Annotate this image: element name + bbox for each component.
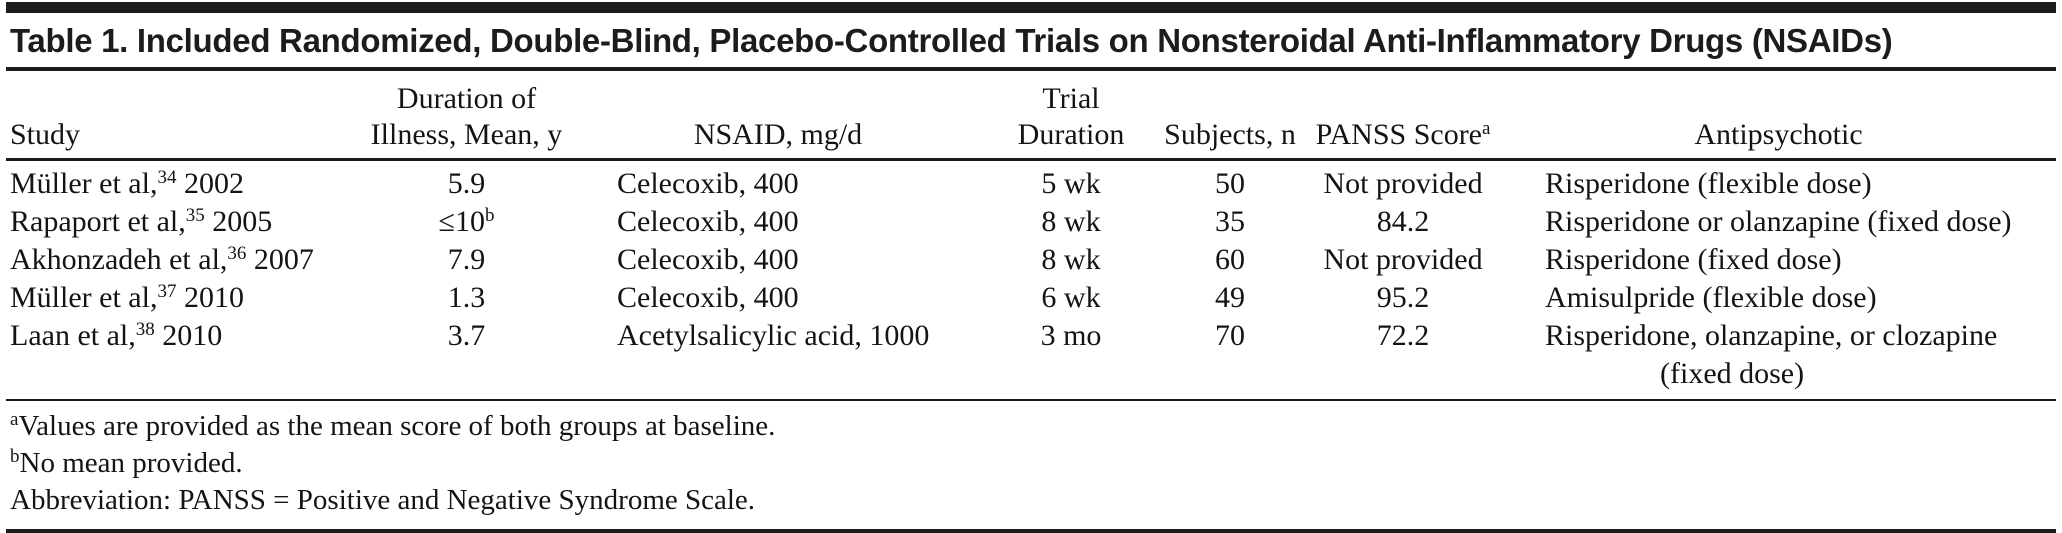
footnote-marker-b: b <box>10 445 20 467</box>
cell-subjects: 70 <box>1215 319 1245 352</box>
cell-duration: 3.7 <box>447 319 486 352</box>
cell-trial-duration: 6 wk <box>1041 281 1101 314</box>
col-header-study: Study <box>10 118 81 151</box>
cell-duration: 7.9 <box>447 243 486 276</box>
cell-duration: 5.9 <box>447 167 486 200</box>
footnote-abbreviation: Abbreviation: PANSS = Positive and Negat… <box>10 484 756 516</box>
cell-study: Rapaport et al,35 2005 <box>10 204 273 238</box>
cell-nsaid: Celecoxib, 400 <box>617 205 799 238</box>
top-rule-bar <box>6 2 2056 13</box>
cell-study: Müller et al,34 2002 <box>10 166 244 200</box>
cell-subjects: 49 <box>1215 281 1245 314</box>
footnote-marker-b: b <box>484 204 495 226</box>
reference-superscript: 37 <box>157 280 177 302</box>
reference-superscript: 34 <box>157 166 177 188</box>
cell-subjects: 35 <box>1215 205 1245 238</box>
reference-superscript: 35 <box>185 204 205 226</box>
col-header-panss-score: PANSS Scorea <box>1315 117 1491 151</box>
cell-panss: 72.2 <box>1376 319 1430 352</box>
cell-duration: 1.3 <box>447 281 486 314</box>
reference-superscript: 36 <box>227 242 247 264</box>
cell-study: Akhonzadeh et al,36 2007 <box>10 242 314 276</box>
cell-panss: Not provided <box>1323 167 1483 200</box>
footnotes-block: aValues are provided as the mean score o… <box>6 401 2056 523</box>
cell-panss: 84.2 <box>1376 205 1430 238</box>
cell-subjects: 60 <box>1215 243 1245 276</box>
rule-above-footnotes <box>6 399 2056 401</box>
col-header-antipsychotic: Antipsychotic <box>1694 118 1863 151</box>
cell-nsaid: Acetylsalicylic acid, 1000 <box>617 319 930 352</box>
col-header-nsaid: NSAID, mg/d <box>693 118 863 151</box>
cell-antipsychotic: Risperidone (fixed dose) <box>1545 243 1842 276</box>
table-row: Müller et al,34 2002 5.9 Celecoxib, 400 … <box>6 160 2056 204</box>
cell-antipsychotic: Risperidone or olanzapine (fixed dose) <box>1545 205 2012 238</box>
footnote-b: bNo mean provided. <box>10 445 243 479</box>
cell-nsaid: Celecoxib, 400 <box>617 281 799 314</box>
col-header-trial-duration: Trial Duration <box>1017 82 1125 151</box>
cell-nsaid: Celecoxib, 400 <box>617 243 799 276</box>
cell-trial-duration: 3 mo <box>1040 319 1102 352</box>
cell-trial-duration: 5 wk <box>1041 167 1101 200</box>
table-row: Müller et al,37 2010 1.3 Celecoxib, 400 … <box>6 279 2056 317</box>
cell-panss: 95.2 <box>1376 281 1430 314</box>
cell-panss: Not provided <box>1323 243 1483 276</box>
bottom-rule-bar <box>6 529 2056 533</box>
table-row: Laan et al,38 2010 3.7 Acetylsalicylic a… <box>6 317 2056 393</box>
header-row: Study Duration of Illness, Mean, y NSAID,… <box>6 71 2056 160</box>
reference-superscript: 38 <box>135 318 155 340</box>
col-header-subjects: Subjects, n <box>1164 118 1296 151</box>
col-header-duration-of-illness: Duration of Illness, Mean, y <box>370 82 563 151</box>
cell-duration: ≤10b <box>438 204 495 238</box>
cell-study: Müller et al,37 2010 <box>10 280 244 314</box>
cell-study: Laan et al,38 2010 <box>10 318 223 352</box>
cell-trial-duration: 8 wk <box>1041 243 1101 276</box>
rule-under-title <box>6 67 2056 71</box>
table-title-row: Table 1. Included Randomized, Double-Bli… <box>6 13 2056 67</box>
table-row: Rapaport et al,35 2005 ≤10b Celecoxib, 4… <box>6 203 2056 241</box>
cell-antipsychotic: Risperidone (flexible dose) <box>1545 167 1872 200</box>
cell-trial-duration: 8 wk <box>1041 205 1101 238</box>
cell-subjects: 50 <box>1215 167 1245 200</box>
footnote-marker-a: a <box>1482 117 1491 139</box>
table-row: Akhonzadeh et al,36 2007 7.9 Celecoxib, … <box>6 241 2056 279</box>
cell-nsaid: Celecoxib, 400 <box>617 167 799 200</box>
cell-antipsychotic: Risperidone, olanzapine, or clozapine (fi… <box>1545 319 1998 390</box>
footnote-a: aValues are provided as the mean score o… <box>10 408 776 442</box>
table-title: Table 1. Included Randomized, Double-Bli… <box>10 22 1893 59</box>
cell-antipsychotic: Amisulpride (flexible dose) <box>1545 281 1877 314</box>
trials-table: Study Duration of Illness, Mean, y NSAID,… <box>6 71 2056 393</box>
footnote-marker-a: a <box>10 408 19 430</box>
